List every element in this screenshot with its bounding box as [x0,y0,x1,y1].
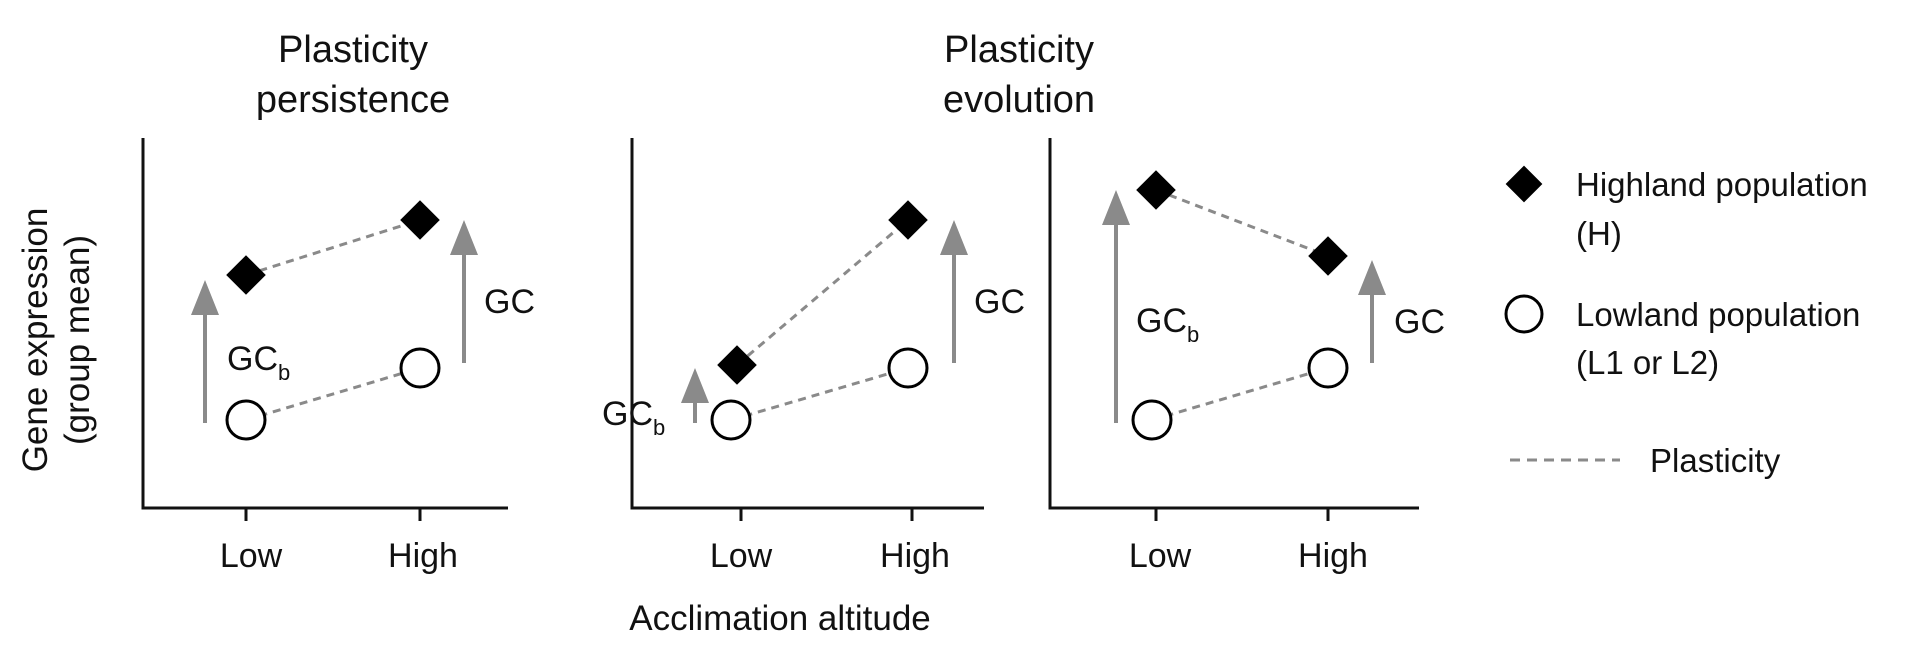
panel-persistence: Low High GCb GC [141,138,535,575]
panel2-tick-label-low: Low [710,537,773,575]
panel1-tick-label-high: High [388,537,458,575]
panel1-highland-low-marker [226,255,266,295]
panel1-lowland-high-marker [399,347,441,389]
legend-highland-label-line1: Highland population [1576,166,1868,203]
panel2-gc-arrow-head [940,220,968,255]
panel2-plasticity-lowland [730,366,909,422]
panel2-gc-label: GC [974,283,1025,321]
panel2-plasticity-highland [736,218,909,367]
y-axis-label: Gene expression (group mean) [16,208,97,473]
y-axis-label-line2: (group mean) [58,235,97,445]
panel3-highland-high-marker [1308,236,1348,276]
panel-evolution-b: Low High GCb GC [1048,138,1445,575]
legend-plasticity-label: Plasticity [1650,442,1781,479]
y-axis-label-line1: Gene expression [16,208,55,473]
panel1-axes [141,138,508,510]
panel2-highland-low-marker [717,345,757,385]
panel3-gcb-base: GC [1136,302,1187,340]
panel1-plasticity-highland [245,218,421,277]
panel3-lowland-high-marker [1307,347,1349,389]
panel1-plasticity-lowland [245,366,421,422]
panel1-gcb-sub: b [278,360,290,385]
panel3-tick-label-high: High [1298,537,1368,575]
panel1-highland-high-marker [400,200,440,240]
panel1-gc-arrow-head [450,220,478,255]
title-left-line2: persistence [256,79,450,121]
x-axis-label: Acclimation altitude [629,599,931,638]
panel-evolution-a: Low High GCb GC [602,138,1025,575]
legend-lowland-label-line2: (L1 or L2) [1576,344,1719,381]
title-middle-line1: Plasticity [944,29,1094,71]
panel3-plasticity-highland [1155,188,1329,258]
panel2-lowland-high-marker [887,347,929,389]
panel1-gcb-base: GC [227,340,278,378]
panel1-lowland-low-marker [225,399,267,441]
panel3-gcb-label: GCb [1136,302,1199,347]
panel2-tick-label-high: High [880,537,950,575]
legend: Highland population (H) Lowland populati… [1504,165,1868,479]
panel3-lowland-low-marker [1131,399,1173,441]
panel1-tick-label-low: Low [220,537,283,575]
title-left-line1: Plasticity [278,29,428,71]
panel3-axes [1048,138,1419,510]
panel2-gcb-label: GCb [602,395,665,440]
panel3-plasticity-lowland [1151,366,1329,422]
panel1-gcb-arrow-head [191,280,219,315]
panel3-gc-arrow-head [1358,260,1386,295]
legend-highland-marker [1505,165,1543,203]
panel2-gcb-sub: b [653,415,665,440]
panel2-lowland-low-marker [710,399,752,441]
panel3-tick-label-low: Low [1129,537,1192,575]
legend-highland-label-line2: (H) [1576,215,1622,252]
panel3-gcb-sub: b [1187,322,1199,347]
panel3-highland-low-marker [1136,170,1176,210]
title-middle-line2: evolution [943,79,1095,121]
panel2-axes [630,138,984,510]
legend-lowland-marker [1504,294,1544,334]
panel2-gcb-base: GC [602,395,653,433]
legend-lowland-label-line1: Lowland population [1576,296,1860,333]
panel1-gc-label: GC [484,283,535,321]
panel2-highland-high-marker [888,200,928,240]
panel1-gcb-label: GCb [227,340,290,385]
panel3-gc-label: GC [1394,303,1445,341]
panel3-gcb-arrow-head [1102,190,1130,225]
panel2-gcb-arrow-head [681,368,709,403]
